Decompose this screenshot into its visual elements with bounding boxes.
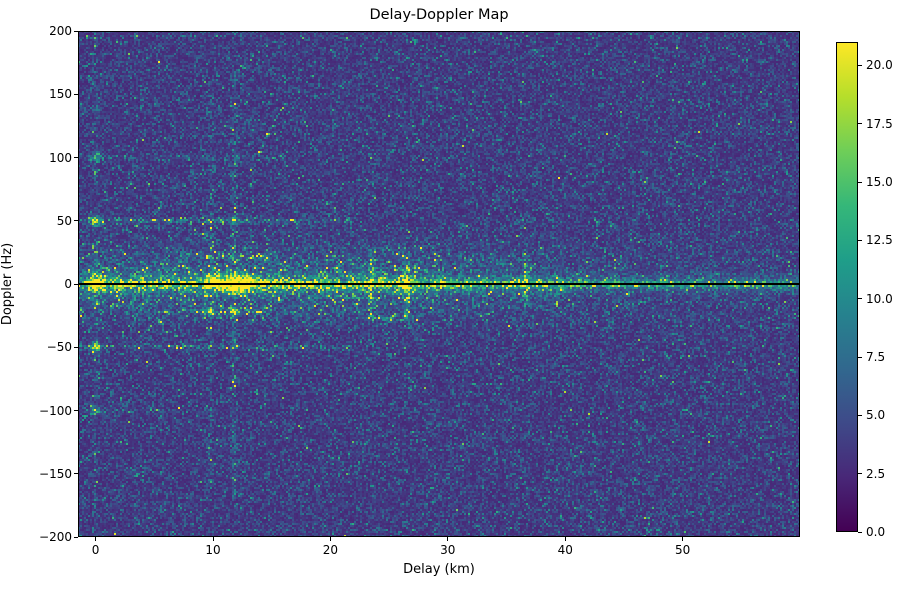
- x-tick-mark: [682, 537, 684, 541]
- colorbar-tick-label: 5.0: [866, 408, 886, 423]
- colorbar-tick-mark: [858, 414, 862, 416]
- y-tick-label: 200: [49, 24, 72, 38]
- colorbar-tick-mark: [858, 298, 862, 300]
- colorbar-tick-mark: [858, 64, 862, 66]
- y-tick-label: 100: [49, 150, 72, 165]
- x-tick-label: 20: [322, 543, 339, 557]
- x-tick-mark: [447, 537, 449, 541]
- y-tick-label: 50: [56, 213, 72, 228]
- y-tick-mark: [74, 220, 78, 222]
- colorbar-tick-label: 15.0: [866, 175, 893, 189]
- y-tick-label: 0: [64, 277, 72, 291]
- colorbar-tick-label: 0.0: [866, 525, 886, 539]
- x-tick-mark: [95, 537, 97, 541]
- colorbar-tick-mark: [858, 239, 862, 241]
- x-tick-label: 30: [440, 543, 456, 557]
- y-tick-label: −50: [46, 340, 72, 355]
- y-tick-label: −150: [39, 466, 72, 481]
- x-tick-label: 0: [91, 543, 100, 557]
- colorbar-tick-label: 2.5: [866, 466, 886, 481]
- y-tick-mark: [74, 283, 78, 285]
- x-axis-label: Delay (km): [403, 562, 475, 577]
- x-tick-label: 10: [205, 543, 221, 557]
- colorbar-tick-mark: [858, 123, 862, 125]
- y-tick-label: −100: [39, 403, 72, 418]
- y-axis-label: Doppler (Hz): [0, 242, 15, 326]
- x-tick-mark: [564, 537, 566, 541]
- y-tick-mark: [74, 536, 78, 538]
- y-tick-label: −200: [39, 530, 72, 544]
- y-tick-mark: [74, 473, 78, 475]
- y-tick-mark: [74, 93, 78, 95]
- colorbar: [836, 42, 858, 532]
- colorbar-tick-label: 12.5: [866, 233, 893, 248]
- y-tick-mark: [74, 157, 78, 158]
- y-tick-label: 150: [49, 87, 72, 102]
- chart-title: Delay-Doppler Map: [369, 7, 509, 23]
- colorbar-tick-label: 10.0: [866, 291, 893, 306]
- colorbar-tick-label: 7.5: [866, 350, 886, 364]
- colorbar-tick-mark: [858, 531, 862, 533]
- y-tick-mark: [74, 410, 78, 411]
- colorbar-tick-mark: [858, 181, 862, 183]
- y-tick-mark: [74, 30, 78, 32]
- x-tick-mark: [212, 537, 214, 541]
- x-tick-label: 50: [674, 543, 691, 557]
- y-tick-mark: [74, 346, 78, 348]
- colorbar-gradient: [837, 43, 857, 531]
- heatmap-canvas: [78, 31, 800, 537]
- colorbar-tick-label: 20.0: [866, 58, 893, 73]
- x-tick-label: 40: [557, 543, 573, 557]
- colorbar-tick-label: 17.5: [866, 116, 893, 131]
- x-tick-mark: [329, 537, 331, 541]
- colorbar-tick-mark: [858, 473, 862, 475]
- colorbar-tick-mark: [858, 356, 862, 358]
